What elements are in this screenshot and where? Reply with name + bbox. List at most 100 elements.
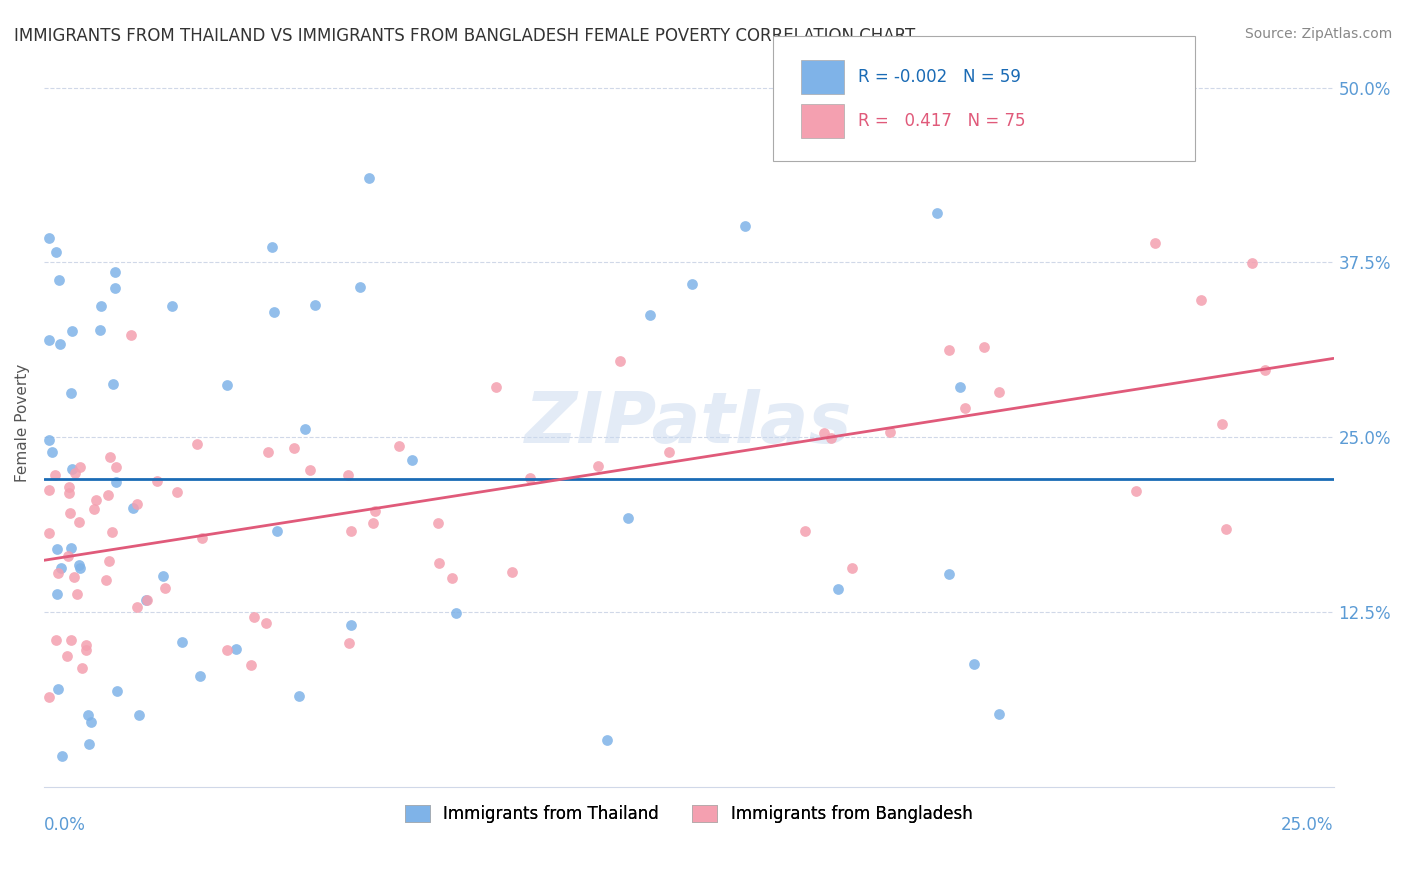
Point bbox=[794, 524, 817, 538]
Point bbox=[361, 516, 384, 530]
Point bbox=[938, 343, 960, 357]
Point bbox=[105, 684, 128, 698]
Point bbox=[48, 273, 70, 287]
Point bbox=[56, 549, 79, 564]
Point bbox=[59, 632, 82, 647]
Point bbox=[60, 462, 83, 476]
Point bbox=[59, 385, 82, 400]
Point bbox=[63, 570, 86, 584]
Point bbox=[501, 565, 523, 579]
Point bbox=[266, 524, 288, 538]
Legend: Immigrants from Thailand, Immigrants from Bangladesh: Immigrants from Thailand, Immigrants fro… bbox=[398, 798, 979, 830]
Point bbox=[38, 333, 60, 347]
Point bbox=[172, 635, 194, 649]
Point bbox=[987, 706, 1010, 721]
Point bbox=[186, 437, 208, 451]
Point bbox=[427, 556, 450, 570]
Point bbox=[1144, 235, 1167, 250]
Point bbox=[444, 606, 467, 620]
Point bbox=[938, 567, 960, 582]
Point bbox=[136, 592, 159, 607]
Point bbox=[215, 643, 238, 657]
Point bbox=[1211, 417, 1233, 432]
Point bbox=[128, 708, 150, 723]
Point bbox=[70, 661, 93, 675]
Point bbox=[879, 425, 901, 439]
Point bbox=[97, 488, 120, 502]
Point bbox=[294, 422, 316, 436]
Text: ZIPatlas: ZIPatlas bbox=[524, 389, 852, 458]
Point bbox=[254, 615, 277, 630]
Point bbox=[44, 244, 66, 259]
Point bbox=[76, 708, 98, 723]
Point bbox=[257, 445, 280, 459]
Point bbox=[260, 240, 283, 254]
Point bbox=[841, 561, 863, 575]
Point bbox=[340, 524, 363, 538]
Point bbox=[586, 459, 609, 474]
Point bbox=[973, 340, 995, 354]
Point bbox=[60, 324, 83, 338]
Point bbox=[48, 681, 70, 696]
Y-axis label: Female Poverty: Female Poverty bbox=[15, 364, 30, 483]
Point bbox=[38, 433, 60, 447]
Point bbox=[75, 638, 97, 652]
Point bbox=[388, 439, 411, 453]
Point bbox=[1254, 363, 1277, 377]
Point bbox=[240, 658, 263, 673]
Point bbox=[80, 714, 103, 729]
Point bbox=[69, 561, 91, 575]
Point bbox=[89, 323, 111, 337]
Point bbox=[987, 384, 1010, 399]
Point bbox=[38, 483, 60, 498]
Point bbox=[104, 281, 127, 295]
Point bbox=[734, 219, 756, 233]
Point bbox=[77, 737, 100, 751]
Point bbox=[349, 280, 371, 294]
Point bbox=[963, 657, 986, 672]
Point bbox=[38, 690, 60, 704]
Point bbox=[225, 642, 247, 657]
Point bbox=[519, 470, 541, 484]
Point bbox=[48, 336, 70, 351]
Point bbox=[83, 502, 105, 516]
Point bbox=[283, 441, 305, 455]
Point bbox=[135, 592, 157, 607]
Point bbox=[59, 506, 82, 520]
Point bbox=[103, 265, 125, 279]
Point bbox=[1125, 483, 1147, 498]
Point bbox=[44, 468, 66, 483]
Point bbox=[75, 643, 97, 657]
Point bbox=[145, 475, 167, 489]
Point bbox=[1215, 522, 1237, 536]
Point bbox=[153, 581, 176, 595]
Point bbox=[48, 566, 70, 581]
Point bbox=[638, 308, 661, 322]
Point bbox=[103, 377, 125, 392]
Point bbox=[90, 299, 112, 313]
Point bbox=[56, 648, 79, 663]
Point bbox=[67, 515, 90, 529]
Point bbox=[49, 561, 72, 575]
Point bbox=[101, 525, 124, 540]
Point bbox=[38, 526, 60, 541]
Text: 0.0%: 0.0% bbox=[44, 816, 86, 834]
Point bbox=[69, 459, 91, 474]
Point bbox=[484, 380, 506, 394]
Point bbox=[127, 497, 149, 511]
Point bbox=[340, 617, 363, 632]
Point bbox=[288, 689, 311, 703]
Point bbox=[38, 231, 60, 245]
Point bbox=[160, 299, 183, 313]
Point bbox=[401, 453, 423, 467]
Point bbox=[441, 571, 464, 585]
Point bbox=[813, 426, 835, 441]
Text: IMMIGRANTS FROM THAILAND VS IMMIGRANTS FROM BANGLADESH FEMALE POVERTY CORRELATIO: IMMIGRANTS FROM THAILAND VS IMMIGRANTS F… bbox=[14, 27, 915, 45]
Point bbox=[263, 305, 285, 319]
Point bbox=[63, 466, 86, 480]
Text: R =   0.417   N = 75: R = 0.417 N = 75 bbox=[858, 112, 1025, 130]
Point bbox=[41, 445, 63, 459]
Point bbox=[120, 328, 142, 343]
Point bbox=[59, 541, 82, 556]
Point bbox=[188, 669, 211, 683]
